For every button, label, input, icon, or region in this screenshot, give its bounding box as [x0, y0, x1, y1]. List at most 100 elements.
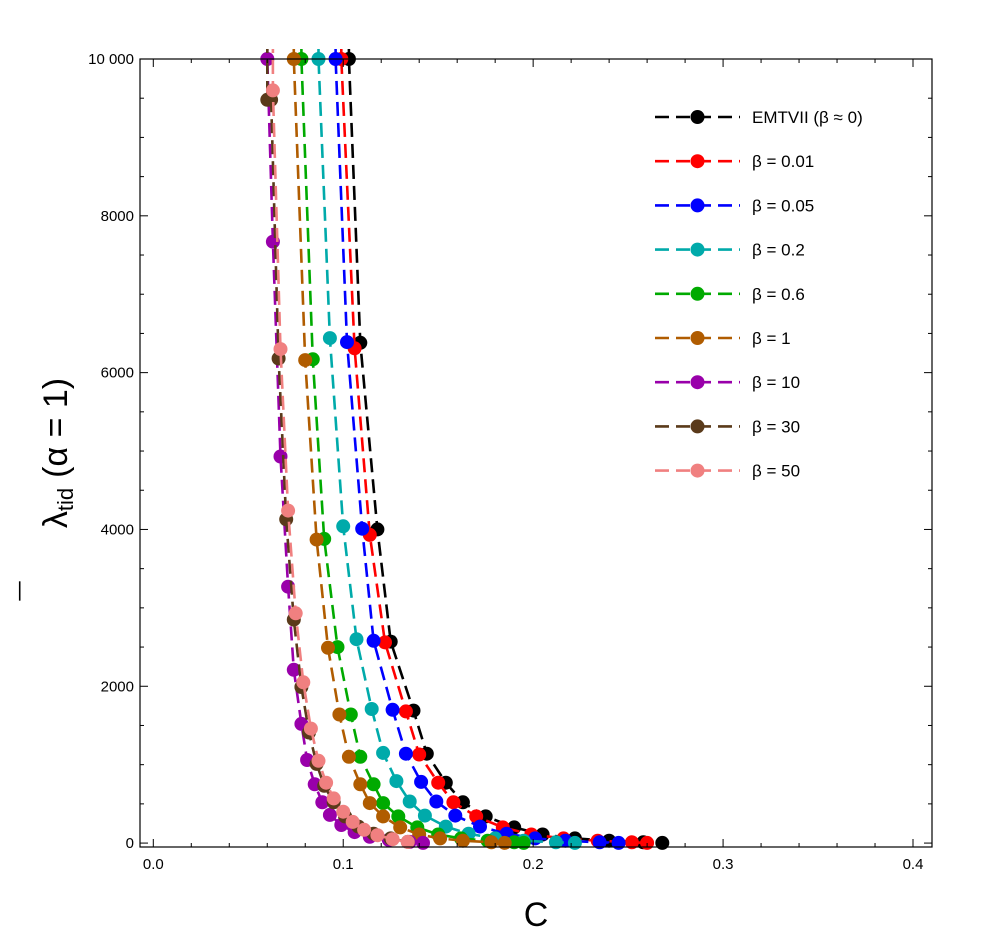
series-line [266, 49, 424, 845]
x-axis-title: C [524, 896, 549, 934]
data-point [298, 353, 313, 368]
data-point [640, 835, 655, 850]
data-point [326, 791, 341, 806]
data-point [322, 807, 337, 822]
data-point [321, 640, 335, 655]
data-point [362, 796, 377, 811]
data-point [497, 835, 512, 850]
data-point [265, 83, 280, 98]
legend-item: β = 30 [655, 417, 800, 436]
data-point [655, 835, 670, 850]
data-point [592, 835, 607, 850]
data-point [414, 774, 429, 789]
data-point [357, 822, 372, 837]
series-line [340, 49, 648, 845]
data-point [400, 834, 415, 849]
x-tick-label: 0.0 [143, 856, 164, 873]
data-point [391, 809, 406, 824]
data-point [393, 820, 408, 835]
data-point [446, 795, 461, 810]
data-point [336, 519, 351, 534]
data-point [366, 633, 381, 648]
series-4 [311, 49, 582, 850]
series-layer [260, 49, 670, 850]
y-tick-label: 8000 [101, 208, 134, 225]
series-1 [341, 49, 670, 850]
data-point [303, 721, 318, 736]
data-point [417, 808, 432, 823]
svg-text:λtid(α = 1): λtid (α = 1) [37, 378, 78, 528]
legend-marker [690, 331, 705, 345]
data-point [296, 675, 311, 690]
data-point [364, 702, 379, 716]
axis-ticks: 0.0 0.1 0.2 0.3 0.4 0 2000 4000 6000 8000 10 000 [88, 51, 932, 873]
series-line [347, 49, 663, 845]
data-point [376, 745, 391, 760]
x-tick-label: 0.2 [523, 856, 544, 873]
legend-item: β = 0.6 [655, 285, 805, 304]
data-point [309, 532, 324, 547]
data-point [341, 749, 356, 764]
series-line [266, 49, 409, 844]
legend-label: β = 0.2 [752, 241, 805, 260]
legend-item: β = 50 [655, 462, 800, 481]
data-point [412, 747, 427, 762]
data-point [281, 503, 296, 518]
series-clip-group [260, 49, 670, 850]
data-point [366, 777, 381, 792]
series-5 [294, 49, 531, 850]
data-point [353, 749, 368, 764]
data-point [402, 794, 417, 809]
y-axis-symbol: λ [37, 511, 75, 528]
legend-label: β = 0.01 [752, 152, 814, 171]
data-point [398, 746, 413, 761]
y-axis-subscript: tid [53, 488, 78, 511]
series-line [334, 49, 619, 845]
legend-marker [690, 286, 705, 301]
y-axis-bar: ¯ [15, 580, 53, 601]
data-point [548, 835, 563, 850]
y-tick-label: 4000 [101, 521, 134, 538]
y-tick-label: 2000 [101, 678, 134, 695]
data-point [273, 342, 288, 357]
legend-label: EMTVII (β ≈ 0) [752, 108, 863, 127]
data-point [340, 335, 354, 350]
data-point [567, 835, 582, 850]
legend-label: β = 50 [752, 462, 800, 481]
data-point [355, 521, 370, 536]
data-point [288, 606, 303, 621]
series-6 [286, 49, 512, 850]
data-point [455, 833, 470, 848]
data-point [286, 662, 301, 677]
data-point [385, 702, 400, 717]
x-tick-label: 0.3 [713, 856, 734, 873]
data-point [611, 835, 626, 850]
legend-marker [690, 154, 705, 169]
data-point [332, 707, 347, 722]
data-point [343, 707, 358, 722]
legend-marker [690, 419, 705, 434]
data-point [370, 828, 385, 843]
data-point [353, 777, 368, 792]
y-axis-suffix: (α = 1) [37, 378, 75, 478]
data-point [322, 331, 337, 346]
series-2 [334, 49, 655, 850]
y-tick-label: 0 [126, 835, 134, 852]
legend-item: β = 0.05 [655, 196, 814, 215]
data-point [431, 775, 446, 790]
series-line [300, 49, 524, 845]
x-tick-label: 0.4 [903, 856, 924, 873]
data-point [319, 775, 334, 790]
legend-item: β = 0.2 [655, 241, 805, 260]
legend-item: β = 10 [655, 373, 800, 392]
plot-frame [139, 58, 933, 848]
y-tick-label: 6000 [101, 365, 134, 382]
data-point [376, 796, 391, 811]
data-point [416, 835, 430, 850]
data-point [311, 753, 326, 768]
legend-marker [690, 242, 705, 257]
data-point [378, 635, 392, 650]
legend-label: β = 0.6 [752, 285, 805, 304]
legend-label: β = 30 [752, 417, 800, 436]
